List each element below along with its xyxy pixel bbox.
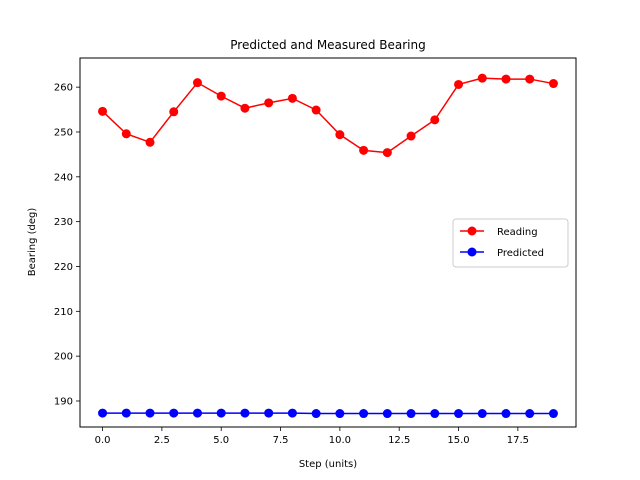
data-point-predicted — [359, 409, 369, 419]
y-tick-label: 240 — [54, 172, 73, 183]
x-tick-label: 5.0 — [213, 435, 229, 446]
data-point-reading — [169, 107, 179, 117]
data-point-predicted — [525, 409, 535, 419]
data-point-reading — [406, 131, 416, 141]
data-point-predicted — [121, 408, 131, 418]
data-point-predicted — [454, 409, 464, 419]
legend-marker-predicted — [467, 247, 477, 257]
chart-title: Predicted and Measured Bearing — [230, 38, 425, 52]
series-layer — [98, 73, 558, 419]
data-point-reading — [264, 98, 274, 108]
data-point-predicted — [406, 409, 416, 419]
data-point-reading — [311, 105, 321, 115]
x-tick-label: 0.0 — [95, 435, 111, 446]
data-point-predicted — [287, 408, 297, 418]
x-axis: 0.0 2.5 5.0 7.5 10.0 12.5 15.0 17.5 — [95, 427, 529, 446]
data-point-predicted — [430, 409, 440, 419]
y-tick-label: 200 — [54, 352, 73, 363]
data-point-predicted — [264, 408, 274, 418]
x-tick-label: 7.5 — [273, 435, 289, 446]
data-point-reading — [501, 74, 511, 84]
data-point-predicted — [192, 408, 202, 418]
data-point-reading — [192, 78, 202, 88]
y-tick-label: 220 — [54, 262, 73, 273]
y-tick-label: 190 — [54, 396, 73, 407]
y-tick-label: 250 — [54, 127, 73, 138]
data-point-reading — [145, 137, 155, 147]
legend-label-predicted: Predicted — [497, 248, 544, 259]
y-axis: 190 200 210 220 230 240 250 260 — [54, 83, 80, 407]
plot-frame — [79, 57, 577, 428]
data-point-reading — [287, 93, 297, 103]
data-point-predicted — [240, 408, 250, 418]
data-point-predicted — [145, 408, 155, 418]
data-point-predicted — [311, 409, 321, 419]
data-point-reading — [454, 79, 464, 89]
series-line-reading — [102, 77, 554, 154]
data-point-reading — [98, 106, 108, 116]
x-tick-label: 15.0 — [447, 435, 469, 446]
x-tick-label: 10.0 — [329, 435, 351, 446]
data-point-predicted — [382, 409, 392, 419]
x-tick-label: 2.5 — [154, 435, 170, 446]
data-point-predicted — [501, 409, 511, 419]
y-tick-label: 230 — [54, 217, 73, 228]
data-point-predicted — [169, 408, 179, 418]
data-point-reading — [359, 145, 369, 155]
x-tick-label: 17.5 — [507, 435, 529, 446]
legend-marker-reading — [467, 226, 477, 236]
y-axis-title: Bearing (deg) — [27, 208, 38, 277]
data-point-reading — [548, 79, 558, 89]
data-point-predicted — [335, 409, 345, 419]
x-tick-label: 12.5 — [388, 435, 410, 446]
y-tick-label: 260 — [54, 83, 73, 94]
data-point-predicted — [98, 408, 108, 418]
legend: Reading Predicted — [452, 218, 569, 268]
data-point-reading — [477, 73, 487, 83]
data-point-reading — [382, 148, 392, 158]
data-point-reading — [121, 129, 131, 139]
data-point-reading — [335, 130, 345, 140]
data-point-reading — [430, 115, 440, 125]
data-point-reading — [525, 74, 535, 84]
data-point-predicted — [477, 409, 487, 419]
data-point-reading — [216, 91, 226, 101]
y-tick-label: 210 — [54, 307, 73, 318]
data-point-predicted — [216, 408, 226, 418]
x-axis-title: Step (units) — [299, 459, 357, 470]
data-point-predicted — [548, 409, 558, 419]
legend-label-reading: Reading — [497, 227, 538, 238]
data-point-reading — [240, 103, 250, 113]
